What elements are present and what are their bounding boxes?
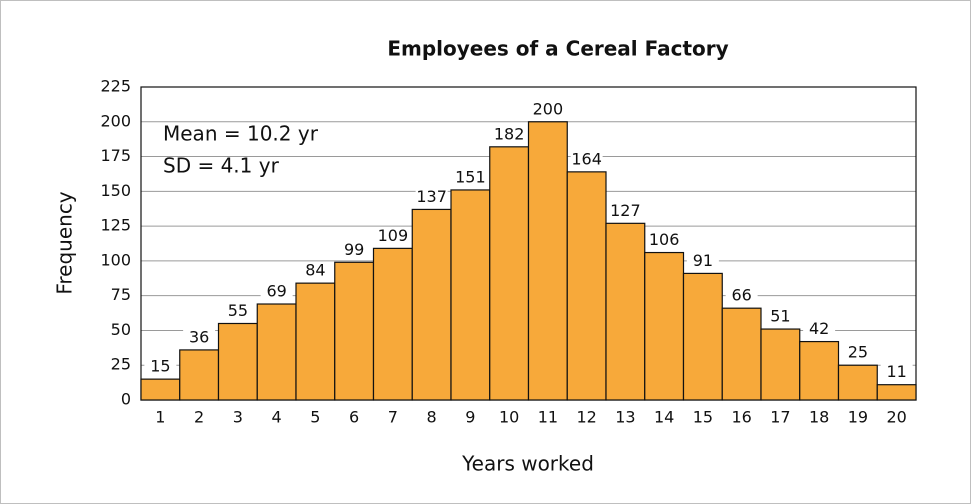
value-label: 109	[378, 226, 409, 245]
value-label: 69	[266, 282, 286, 301]
bar	[374, 248, 413, 400]
bar	[567, 172, 606, 400]
bar	[684, 273, 723, 400]
value-label: 151	[455, 167, 486, 186]
chart: Employees of a Cereal Factory Frequency …	[0, 0, 971, 504]
annotation: Mean = 10.2 yr	[163, 122, 319, 146]
x-tick-label: 15	[693, 408, 713, 427]
x-tick-label: 16	[731, 408, 751, 427]
value-label: 36	[189, 327, 209, 346]
y-tick-label: 50	[111, 320, 131, 339]
annotation: SD = 4.1 yr	[163, 154, 280, 178]
bar	[412, 209, 451, 400]
bar	[490, 147, 529, 400]
x-tick-label: 9	[465, 408, 475, 427]
x-tick-label: 3	[233, 408, 243, 427]
x-tick-label: 10	[499, 408, 519, 427]
x-tick-label: 4	[272, 408, 282, 427]
value-label: 42	[809, 319, 829, 338]
value-label: 200	[533, 99, 564, 118]
bar	[645, 253, 684, 400]
chart-title: Employees of a Cereal Factory	[387, 37, 728, 61]
x-tick-label: 7	[388, 408, 398, 427]
y-tick-label: 200	[100, 111, 131, 130]
value-label: 106	[649, 230, 680, 249]
x-tick-label: 19	[848, 408, 868, 427]
x-tick-label: 20	[886, 408, 906, 427]
y-tick-label: 0	[121, 390, 131, 409]
value-label: 11	[886, 362, 906, 381]
value-label: 164	[571, 149, 602, 168]
x-axis-label: Years worked	[461, 452, 594, 476]
x-tick-label: 2	[194, 408, 204, 427]
y-tick-label: 100	[100, 250, 131, 269]
y-tick-label: 25	[111, 355, 131, 374]
value-label: 25	[848, 343, 868, 362]
bar	[529, 122, 568, 400]
x-tick-label: 18	[809, 408, 829, 427]
y-tick-label: 150	[100, 181, 131, 200]
x-tick-label: 13	[615, 408, 635, 427]
value-label: 137	[416, 187, 447, 206]
value-label: 66	[731, 286, 751, 305]
x-tick-label: 12	[576, 408, 596, 427]
value-label: 182	[494, 124, 525, 143]
y-tick-label: 175	[100, 146, 131, 165]
x-tick-label: 11	[538, 408, 558, 427]
bar	[257, 304, 296, 400]
bar	[877, 385, 916, 400]
bar	[180, 350, 219, 400]
bar	[451, 190, 490, 400]
x-tick-label: 8	[427, 408, 437, 427]
bar	[800, 342, 839, 400]
value-label: 99	[344, 240, 364, 259]
y-tick-label: 225	[100, 77, 131, 96]
x-tick-label: 1	[155, 408, 165, 427]
x-tick-label: 5	[310, 408, 320, 427]
y-axis-label: Frequency	[53, 191, 77, 294]
bar	[761, 329, 800, 400]
bar	[141, 379, 180, 400]
bar	[335, 262, 374, 400]
bar	[839, 365, 878, 400]
value-label: 84	[305, 261, 325, 280]
value-label: 91	[693, 251, 713, 270]
bar	[296, 283, 335, 400]
bar	[722, 308, 761, 400]
value-label: 15	[150, 357, 170, 376]
bar	[606, 223, 645, 400]
x-tick-label: 6	[349, 408, 359, 427]
x-tick-label: 14	[654, 408, 674, 427]
bar	[219, 323, 258, 400]
x-tick-label: 17	[770, 408, 790, 427]
value-label: 55	[228, 301, 248, 320]
value-label: 127	[610, 201, 641, 220]
value-label: 51	[770, 307, 790, 326]
y-tick-label: 125	[100, 216, 131, 235]
y-tick-label: 75	[111, 285, 131, 304]
